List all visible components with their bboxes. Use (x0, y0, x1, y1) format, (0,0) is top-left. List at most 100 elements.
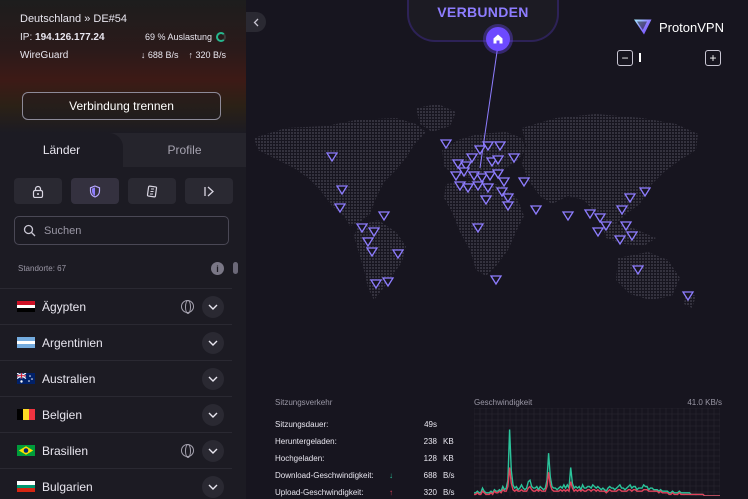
tor-filter[interactable] (185, 178, 233, 204)
zoom-out-button[interactable]: − (617, 50, 633, 66)
server-pin-icon[interactable] (631, 265, 645, 276)
server-pin-icon[interactable] (591, 227, 605, 238)
country-item-argentina[interactable]: Argentinien (0, 324, 232, 360)
server-pin-icon[interactable] (391, 249, 405, 260)
server-pin-icon[interactable] (501, 201, 515, 212)
server-pin-icon[interactable] (561, 211, 575, 222)
server-pin-icon[interactable] (459, 161, 473, 172)
speed-title: Geschwindigkeit (474, 398, 533, 407)
proton-logo-icon (633, 19, 652, 35)
disconnect-button[interactable]: Verbindung trennen (22, 92, 221, 120)
belgium-flag-icon (17, 409, 35, 420)
download-rate: ↓ 688 B/s (140, 50, 179, 60)
secure-core-filter[interactable] (14, 178, 62, 204)
server-pin-icon[interactable] (475, 173, 489, 184)
server-pin-icon[interactable] (483, 171, 497, 182)
server-pin-icon[interactable] (491, 155, 505, 166)
country-item-belgium[interactable]: Belgien (0, 396, 232, 432)
server-pin-icon[interactable] (489, 275, 503, 286)
info-icon[interactable]: i (211, 262, 224, 275)
expand-button[interactable] (202, 475, 224, 498)
server-pin-icon[interactable] (593, 213, 607, 224)
country-item-egypt[interactable]: Ägypten (0, 288, 232, 324)
search-box (14, 216, 229, 245)
server-pin-icon[interactable] (481, 183, 495, 194)
zoom-in-button[interactable]: + (705, 50, 721, 66)
stat-label: Upload-Geschwindigkeit: (275, 488, 364, 497)
expand-button[interactable] (202, 295, 224, 318)
upload-speed-line (474, 467, 720, 496)
server-pin-icon[interactable] (485, 157, 499, 168)
tab-profiles[interactable]: Profile (167, 143, 202, 157)
server-pin-icon[interactable] (529, 205, 543, 216)
home-location-pin[interactable] (486, 27, 510, 51)
server-pin-icon[interactable] (449, 171, 463, 182)
zoom-slider[interactable] (639, 53, 699, 62)
chevron-down-icon (208, 304, 218, 310)
expand-button[interactable] (202, 439, 224, 462)
protocol-row: WireGuard ↓ 688 B/s ↑ 320 B/s (20, 46, 226, 64)
server-pin-icon[interactable] (619, 221, 633, 232)
server-pin-icon[interactable] (481, 141, 495, 152)
chevron-down-icon (208, 484, 218, 490)
ip-address: IP: 194.126.177.24 (20, 31, 105, 43)
server-pin-icon[interactable] (377, 211, 391, 222)
country-item-australia[interactable]: Australien (0, 360, 232, 396)
stat-value: 238 (423, 437, 437, 446)
session-title: Sitzungsverkehr (275, 398, 333, 407)
server-pin-icon[interactable] (517, 177, 531, 188)
server-pin-icon[interactable] (335, 185, 349, 196)
chevron-down-icon (208, 448, 218, 454)
server-pin-icon[interactable] (495, 187, 509, 198)
tor-icon (204, 186, 214, 196)
server-pin-icon[interactable] (615, 205, 629, 216)
server-pin-icon[interactable] (333, 203, 347, 214)
world-map[interactable]: VERBUNDEN ProtonVPN − + Sitzungsverkehr … (246, 0, 748, 499)
chevron-left-icon (253, 18, 259, 26)
netshield-filter[interactable] (71, 178, 119, 204)
expand-button[interactable] (202, 331, 224, 354)
server-pin-icon[interactable] (497, 177, 511, 188)
server-pin-icon[interactable] (623, 193, 637, 204)
shield-icon (89, 184, 101, 198)
p2p-filter[interactable] (128, 178, 176, 204)
server-pin-icon[interactable] (507, 153, 521, 164)
scrollbar[interactable] (233, 262, 238, 274)
server-pin-icon[interactable] (625, 231, 639, 242)
server-pin-icon[interactable] (473, 145, 487, 156)
stat-value: 128 (423, 454, 437, 463)
expand-button[interactable] (202, 403, 224, 426)
country-item-bulgaria[interactable]: Bulgarien (0, 468, 232, 499)
server-pin-icon[interactable] (583, 209, 597, 220)
server-pin-icon[interactable] (465, 153, 479, 164)
server-pin-icon[interactable] (471, 181, 485, 192)
server-pin-icon[interactable] (599, 221, 613, 232)
server-pin-icon[interactable] (369, 279, 383, 290)
collapse-sidebar-button[interactable] (246, 12, 266, 32)
server-pin-icon[interactable] (461, 183, 475, 194)
server-pin-icon[interactable] (381, 277, 395, 288)
server-pin-icon[interactable] (479, 195, 493, 206)
country-name: Belgien (42, 407, 83, 422)
server-pin-icon[interactable] (493, 141, 507, 152)
server-pin-icon[interactable] (471, 223, 485, 234)
server-pin-icon[interactable] (501, 193, 515, 204)
p2p-icon (146, 185, 158, 197)
server-pin-icon[interactable] (638, 187, 652, 198)
argentina-flag-icon (17, 337, 35, 348)
server-pin-icon[interactable] (355, 223, 369, 234)
server-pin-icon[interactable] (361, 237, 375, 248)
country-item-brazil[interactable]: Brasilien (0, 432, 232, 468)
server-pin-icon[interactable] (325, 152, 339, 163)
tab-countries[interactable]: Länder (0, 133, 123, 167)
server-load: 69 % Auslastung (145, 32, 226, 42)
search-input[interactable] (44, 224, 214, 237)
server-pin-icon[interactable] (367, 227, 381, 238)
server-pin-icon[interactable] (439, 139, 453, 150)
expand-button[interactable] (202, 367, 224, 390)
server-pin-icon[interactable] (491, 169, 505, 180)
server-pin-icon[interactable] (365, 247, 379, 258)
server-pin-icon[interactable] (613, 235, 627, 246)
globe-icon (181, 444, 194, 458)
server-pin-icon[interactable] (681, 291, 695, 302)
